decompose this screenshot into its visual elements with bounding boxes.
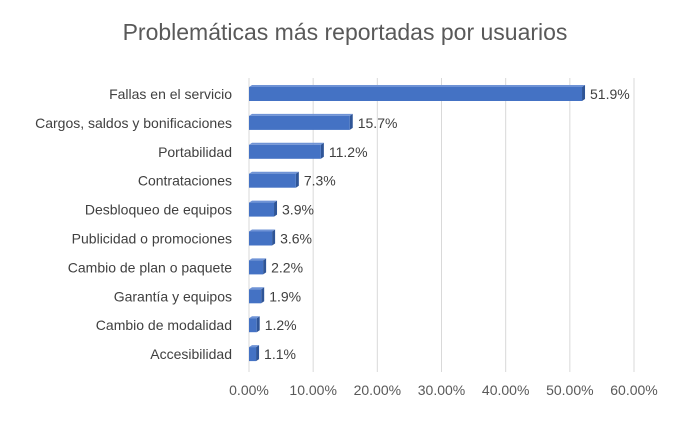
bar-top: [249, 85, 586, 87]
bar-side: [261, 287, 265, 304]
category-label: Portabilidad: [158, 144, 232, 160]
bar-7: [249, 287, 265, 304]
x-tick-label: 0.00%: [229, 382, 269, 398]
bar-face: [249, 202, 275, 217]
bar-side: [272, 229, 276, 246]
bar-face: [249, 347, 257, 362]
bar-top: [249, 287, 265, 290]
bar-top: [249, 113, 353, 116]
bar-9: [249, 345, 260, 362]
bar-1: [249, 113, 353, 130]
bar-top: [249, 229, 276, 232]
bar-face: [249, 87, 583, 101]
bar-face: [249, 260, 264, 275]
bar-3: [249, 171, 299, 188]
category-label: Garantía y equipos: [114, 288, 232, 304]
x-axis-tick-labels: 0.00% 10.00% 20.00% 30.00% 40.00% 50.00% 60.00…: [229, 382, 658, 398]
bar-face: [249, 231, 273, 246]
category-label: Fallas en el servicio: [109, 86, 232, 102]
x-tick-label: 50.00%: [546, 382, 593, 398]
bar-side: [256, 345, 260, 362]
x-tick-label: 60.00%: [610, 382, 657, 398]
x-tick-label: 20.00%: [354, 382, 401, 398]
value-label: 7.3%: [304, 173, 336, 189]
category-label: Publicidad o promociones: [72, 231, 232, 247]
bar-top: [249, 171, 299, 174]
bar-2: [249, 142, 324, 159]
bar-0: [249, 85, 586, 101]
value-labels: 51.9% 15.7% 11.2% 7.3% 3.9% 3.6% 2.2% 1.9% 1.2% 1…: [264, 86, 630, 362]
bar-side: [349, 113, 353, 130]
category-label: Desbloqueo de equipos: [85, 202, 232, 218]
bar-8: [249, 316, 260, 333]
value-label: 51.9%: [590, 86, 630, 102]
category-label: Cambio de plan o paquete: [68, 259, 232, 275]
bar-face: [249, 173, 296, 188]
value-label: 2.2%: [271, 259, 303, 275]
bar-side: [256, 316, 260, 333]
x-tick-label: 30.00%: [418, 382, 465, 398]
bar-top: [249, 258, 267, 261]
value-label: 15.7%: [358, 115, 398, 131]
bar-top: [249, 142, 324, 145]
bar-face: [249, 289, 262, 304]
value-label: 1.9%: [269, 288, 301, 304]
category-label: Cargos, saldos y bonificaciones: [35, 115, 232, 131]
bars: [249, 85, 586, 362]
bar-side: [295, 171, 299, 188]
chart-title: Problemáticas más reportadas por usuario…: [123, 19, 568, 45]
x-tick-label: 40.00%: [482, 382, 529, 398]
value-label: 11.2%: [329, 144, 368, 160]
bar-top: [249, 316, 260, 319]
bar-face: [249, 115, 350, 130]
bar-face: [249, 318, 257, 333]
value-label: 1.1%: [264, 346, 296, 362]
bar-side: [582, 85, 586, 101]
bar-top: [249, 200, 278, 203]
bar-top: [249, 345, 260, 348]
value-label: 3.9%: [282, 202, 314, 218]
category-label: Cambio de modalidad: [96, 317, 232, 333]
bar-6: [249, 258, 267, 275]
x-tick-label: 10.00%: [289, 382, 336, 398]
bar-side: [320, 142, 324, 159]
bar-4: [249, 200, 278, 217]
category-labels: Fallas en el servicio Cargos, saldos y bo…: [35, 86, 232, 362]
bar-5: [249, 229, 276, 246]
bar-side: [263, 258, 267, 275]
category-label: Contrataciones: [138, 173, 232, 189]
value-label: 3.6%: [280, 231, 312, 247]
value-label: 1.2%: [265, 317, 297, 333]
bar-side: [274, 200, 278, 217]
bar-face: [249, 144, 321, 159]
category-label: Accesibilidad: [150, 346, 232, 362]
